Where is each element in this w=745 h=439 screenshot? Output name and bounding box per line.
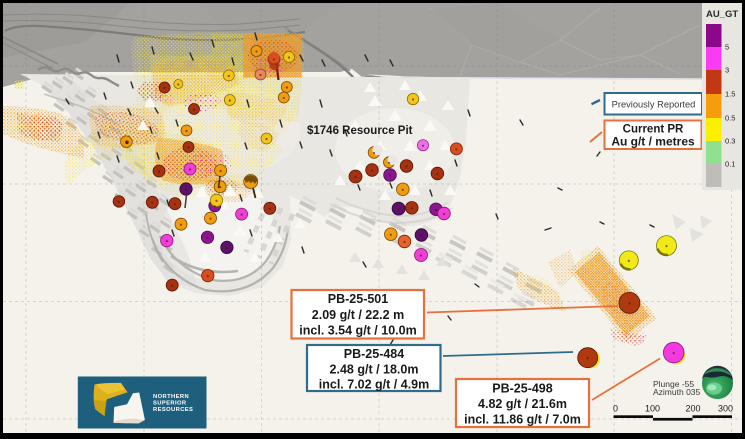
svg-text:2.09 g/t / 22.2 m: 2.09 g/t / 22.2 m xyxy=(312,308,404,322)
svg-text:5: 5 xyxy=(725,43,729,52)
svg-text:0.1: 0.1 xyxy=(725,160,735,169)
svg-text:incl. 11.86 g/t / 7.0m: incl. 11.86 g/t / 7.0m xyxy=(464,413,581,427)
svg-text:100: 100 xyxy=(645,404,660,414)
svg-text:$1746 Resource Pit: $1746 Resource Pit xyxy=(307,125,413,137)
svg-text:0: 0 xyxy=(613,404,618,414)
svg-text:RESOURCES: RESOURCES xyxy=(153,407,193,413)
svg-text:PB-25-484: PB-25-484 xyxy=(344,347,404,361)
svg-text:PB-25-501: PB-25-501 xyxy=(328,292,388,306)
svg-text:Previously Reported: Previously Reported xyxy=(612,100,696,110)
svg-text:2.48 g/t / 18.0m: 2.48 g/t / 18.0m xyxy=(330,363,419,377)
svg-text:200: 200 xyxy=(685,404,700,414)
svg-text:0.3: 0.3 xyxy=(725,137,735,146)
svg-text:300: 300 xyxy=(718,404,733,414)
svg-text:AU_GT: AU_GT xyxy=(706,9,738,20)
svg-text:0.5: 0.5 xyxy=(725,114,735,123)
svg-text:PB-25-498: PB-25-498 xyxy=(492,382,552,396)
svg-text:1.5: 1.5 xyxy=(725,90,735,99)
svg-text:Au g/t / metres: Au g/t / metres xyxy=(611,135,695,149)
svg-text:Azimuth 035: Azimuth 035 xyxy=(653,387,701,397)
svg-text:NORTHERN: NORTHERN xyxy=(153,394,189,400)
svg-text:incl. 7.02 g/t / 4.9m: incl. 7.02 g/t / 4.9m xyxy=(319,378,429,392)
svg-text:4.82 g/t / 21.6m: 4.82 g/t / 21.6m xyxy=(478,397,567,411)
svg-text:Plunge -55: Plunge -55 xyxy=(653,379,694,389)
svg-text:incl. 3.54 g/t / 10.0m: incl. 3.54 g/t / 10.0m xyxy=(299,324,416,338)
svg-text:3: 3 xyxy=(725,66,729,75)
svg-text:SUPERIOR: SUPERIOR xyxy=(153,401,187,407)
svg-text:Current PR: Current PR xyxy=(623,124,684,136)
